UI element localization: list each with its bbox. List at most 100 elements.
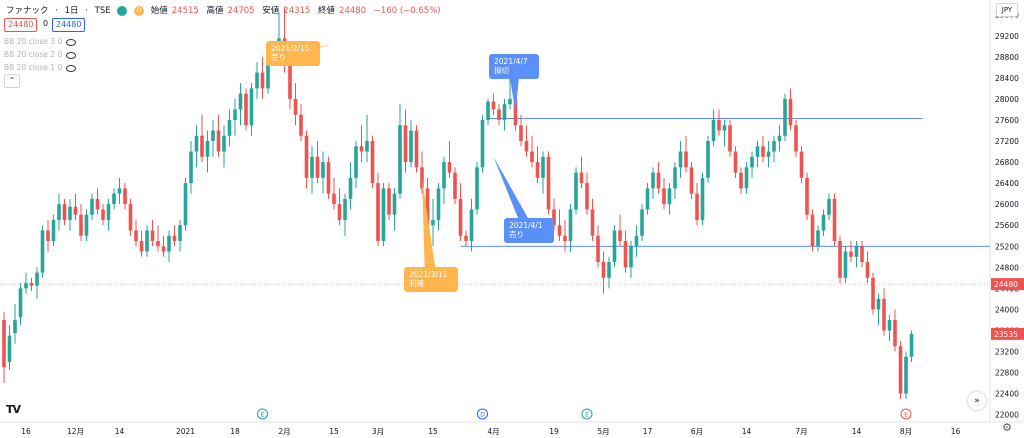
candle-body[interactable]	[865, 262, 870, 278]
candle-body[interactable]	[574, 172, 578, 210]
candle-body[interactable]	[68, 206, 72, 220]
candle-body[interactable]	[799, 151, 804, 178]
candle-body[interactable]	[673, 167, 677, 189]
candle-body[interactable]	[871, 277, 875, 310]
event-marker[interactable]	[900, 408, 912, 420]
candle-body[interactable]	[134, 230, 138, 241]
candle-body[interactable]	[717, 119, 721, 131]
candle-body[interactable]	[651, 172, 655, 189]
candle-body[interactable]	[766, 151, 771, 157]
candle-body[interactable]	[189, 151, 193, 184]
candle-body[interactable]	[805, 177, 809, 215]
candle-body[interactable]	[733, 151, 738, 173]
candle-body[interactable]	[200, 135, 204, 157]
candle-body[interactable]	[238, 93, 243, 110]
candle-body[interactable]	[392, 193, 397, 215]
candle-body[interactable]	[728, 125, 732, 152]
candle-body[interactable]	[656, 172, 661, 189]
callout-box[interactable]	[504, 218, 554, 243]
candle-body[interactable]	[645, 188, 650, 210]
candle-body[interactable]	[601, 262, 606, 278]
candle-body[interactable]	[838, 240, 842, 278]
candle-body[interactable]	[370, 141, 375, 184]
candle-body[interactable]	[343, 198, 347, 220]
candle-body[interactable]	[772, 141, 776, 152]
candle-body[interactable]	[299, 114, 303, 136]
eye-off-icon[interactable]	[66, 64, 77, 72]
candle-body[interactable]	[788, 98, 793, 126]
candle-body[interactable]	[73, 206, 78, 215]
candle-body[interactable]	[640, 209, 644, 236]
eye-off-icon[interactable]	[66, 38, 77, 46]
candle-body[interactable]	[183, 183, 188, 226]
candle-body[interactable]	[607, 262, 611, 278]
callout-box[interactable]	[266, 41, 320, 66]
candle-body[interactable]	[541, 156, 545, 178]
candle-body[interactable]	[359, 146, 364, 152]
candle-body[interactable]	[491, 101, 496, 110]
candle-body[interactable]	[486, 101, 490, 120]
candle-body[interactable]	[843, 251, 848, 278]
candle-body[interactable]	[546, 156, 551, 210]
candle-body[interactable]	[618, 230, 622, 241]
candle-body[interactable]	[35, 272, 39, 286]
candle-body[interactable]	[821, 214, 826, 231]
candle-body[interactable]	[123, 188, 127, 205]
candle-body[interactable]	[689, 167, 694, 194]
candle-body[interactable]	[860, 246, 864, 263]
scroll-to-realtime-button[interactable]: »	[968, 392, 986, 410]
candle-body[interactable]	[321, 162, 325, 178]
candle-body[interactable]	[260, 72, 265, 89]
candle-body[interactable]	[876, 298, 881, 310]
candle-body[interactable]	[46, 230, 50, 241]
candle-body[interactable]	[255, 72, 259, 89]
candle-body[interactable]	[381, 188, 386, 241]
candle-body[interactable]	[79, 214, 83, 236]
indicator-row[interactable]: BB 20 close 2 0	[4, 50, 77, 59]
event-marker[interactable]	[257, 408, 268, 420]
candle-body[interactable]	[205, 141, 210, 157]
candle-body[interactable]	[882, 298, 886, 331]
candle-body[interactable]	[475, 167, 479, 210]
candle-body[interactable]	[2, 319, 6, 368]
candle-body[interactable]	[293, 98, 298, 115]
candle-body[interactable]	[898, 346, 903, 394]
candle-body[interactable]	[535, 162, 540, 178]
candle-body[interactable]	[623, 240, 628, 268]
candle-body[interactable]	[139, 240, 144, 252]
candle-body[interactable]	[497, 109, 501, 120]
candle-body[interactable]	[557, 225, 562, 236]
tradingview-logo-icon[interactable]: TV	[6, 403, 21, 416]
event-marker[interactable]	[477, 408, 488, 420]
candle-body[interactable]	[310, 156, 314, 178]
candle-body[interactable]	[568, 209, 573, 241]
candle-body[interactable]	[563, 235, 567, 241]
candle-body[interactable]	[480, 119, 485, 168]
candle-body[interactable]	[667, 188, 672, 205]
candle-body[interactable]	[777, 135, 782, 142]
candle-body[interactable]	[145, 230, 149, 252]
candle-body[interactable]	[161, 246, 166, 252]
candle-body[interactable]	[112, 193, 116, 205]
candle-body[interactable]	[101, 209, 105, 220]
candle-body[interactable]	[458, 198, 463, 236]
candle-body[interactable]	[90, 198, 94, 215]
candle-body[interactable]	[849, 251, 853, 257]
candle-body[interactable]	[431, 219, 435, 226]
candle-body[interactable]	[794, 125, 798, 152]
candle-body[interactable]	[348, 177, 353, 199]
candle-body[interactable]	[337, 204, 342, 220]
candle-body[interactable]	[722, 125, 727, 131]
candle-body[interactable]	[700, 177, 705, 220]
currency-selector[interactable]: JPY	[996, 3, 1018, 17]
candle-body[interactable]	[249, 88, 254, 126]
candle-body[interactable]	[84, 214, 89, 236]
candle-body[interactable]	[128, 204, 133, 231]
candle-body[interactable]	[442, 162, 446, 189]
candle-body[interactable]	[354, 146, 358, 178]
candle-body[interactable]	[24, 283, 28, 289]
candle-body[interactable]	[695, 193, 699, 220]
candle-body[interactable]	[832, 198, 837, 241]
callout-box[interactable]	[489, 54, 539, 79]
